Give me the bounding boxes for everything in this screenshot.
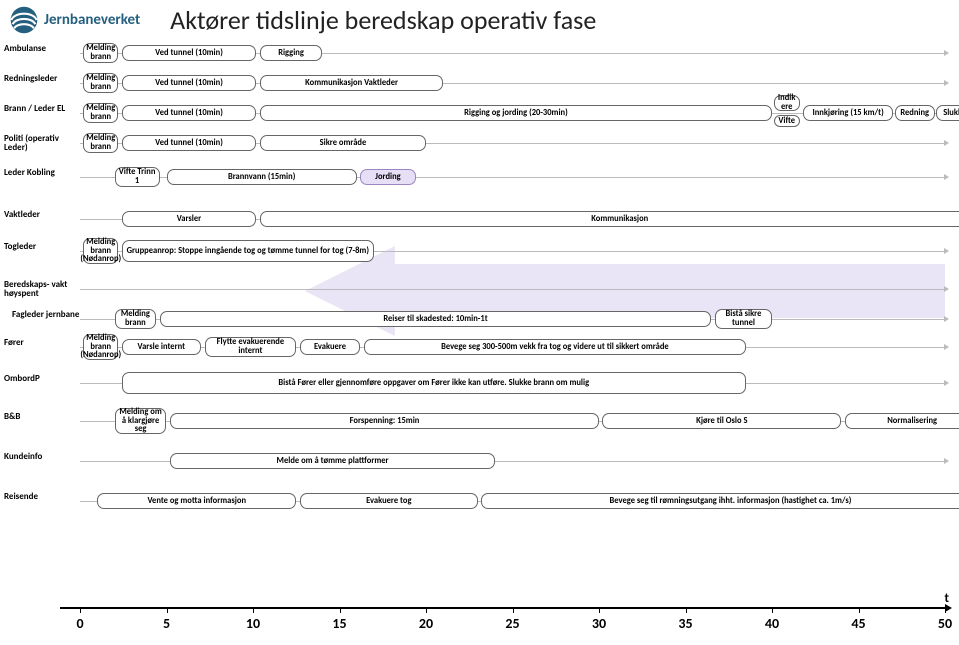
task: Vente og motta informasjon [97,493,296,509]
lane-label: Fagleder jernbane [12,310,82,319]
brand-logo: Jernbaneverket [10,6,140,34]
lane-arrowhead [944,458,949,464]
task: Varsle internt [122,339,202,355]
brand-name: Jernbaneverket [44,11,140,29]
axis-tick-label: 45 [851,615,865,632]
task: Melding brann [83,73,118,93]
task: Gruppeanrop: Stoppe inngående tog og tøm… [122,240,375,262]
lane-label: Reisende [4,492,74,501]
lane-label: Vaktleder [4,210,74,219]
task: Sikre område [260,135,426,151]
lane-arrowhead [944,174,949,180]
task: Ved tunnel (10min) [122,45,257,61]
axis-tick [599,607,600,613]
axis-tick [426,607,427,613]
axis-tick [167,607,168,613]
task: Reiser til skadested: 10min-1t [160,311,712,327]
task: Evakuere tog [300,493,478,509]
task: Redning [895,105,935,121]
axis-line [60,607,945,609]
page-header: Jernbaneverket Aktører tidslinje beredsk… [0,0,959,38]
axis-tick [859,607,860,613]
task: Bistå sikre tunnel [715,309,772,329]
task: Melde om å tømme plattformer [170,453,495,469]
lane-line [80,289,945,290]
task: Jording [360,169,415,185]
lane-arrowhead [944,286,949,292]
axis-tick-label: 15 [332,615,346,632]
task: Kommunikasjon [260,211,959,227]
task: Ved tunnel (10min) [122,75,257,91]
axis-tick [945,607,946,613]
task: Kjøre til Oslo S [602,413,841,429]
lane-label: Fører [4,338,74,347]
axis-tick-label: 30 [592,615,606,632]
axis-tick-label: 10 [246,615,260,632]
task: Evakuere [300,339,361,355]
task: Bevege seg til rømningsutgang ihht. info… [481,493,959,509]
axis-tick [340,607,341,613]
axis-tick-label: 20 [419,615,433,632]
lane-arrowhead [944,344,949,350]
axis-tick-label: 50 [938,615,952,632]
axis-tick [772,607,773,613]
task: Bevege seg 300-500m vekk fra tog og vide… [364,339,746,355]
task: Varsler [122,211,257,227]
lane-arrowhead [944,140,949,146]
lane-arrowhead [944,50,949,56]
axis-tick-label: 40 [765,615,779,632]
task: Vifte Trinn 1 [115,167,160,187]
task: Slukking [936,105,959,121]
lane-label: Togleder [4,242,74,251]
task: Melding brann [83,133,118,153]
task: Ved tunnel (10min) [122,105,257,121]
task: Innkjøring (15 km/t) [803,105,893,121]
task: Flytte evakuerende internt [205,337,297,357]
task: Rigging og jording (20-30min) [260,105,772,121]
task: Melding brann [83,43,118,63]
lane-arrowhead [944,80,949,86]
axis-tick-label: 0 [76,615,83,632]
lane-label: Politi (operativ Leder) [4,134,74,153]
task: Melding brann [83,103,118,123]
lane-label: OmbordP [4,374,74,383]
lane-arrowhead [944,248,949,254]
task: Ved tunnel (10min) [122,135,257,151]
task: Melding brann (Nødanrop) [83,238,118,264]
axis-tick-label: 5 [163,615,170,632]
task: Indik ere [774,95,800,111]
lane-label: Redningsleder [4,74,74,83]
task: Bistå Fører eller gjennomføre oppgaver o… [122,372,747,394]
task: Kommunikasjon Vaktleder [260,75,443,91]
axis-arrowhead [945,604,952,612]
lane-label: Beredskaps- vakt høyspent [4,280,74,299]
lane-arrowhead [944,316,949,322]
lane-label: Brann / Leder EL [4,104,74,113]
axis-tick [513,607,514,613]
lane-label: Leder Kobling [4,168,74,177]
lane-label: Kundeinfo [4,452,74,461]
lane-arrowhead [944,380,949,386]
task: Forspenning: 15min [170,413,599,429]
axis-tick [80,607,81,613]
task: Brannvann (15min) [167,169,357,185]
axis-tick [253,607,254,613]
task: Melding brann (Nødanrop) [83,334,118,360]
axis-tick-label: 35 [678,615,692,632]
lane-label: B&B [4,412,74,421]
axis-tick [686,607,687,613]
task: Melding om å klargjøre seg [115,408,167,434]
task: Melding brann [115,309,157,329]
brand-icon [10,6,38,34]
lane-label: Ambulanse [4,44,74,53]
task: Normalisering [845,413,959,429]
task: Vifte [774,115,800,127]
task: Rigging [260,45,322,61]
page-title: Aktører tidslinje beredskap operativ fas… [170,4,596,36]
axis-tick-label: 25 [505,615,519,632]
timeline-chart: Ambulanse Redningsleder Brann / Leder EL Po… [0,42,959,602]
